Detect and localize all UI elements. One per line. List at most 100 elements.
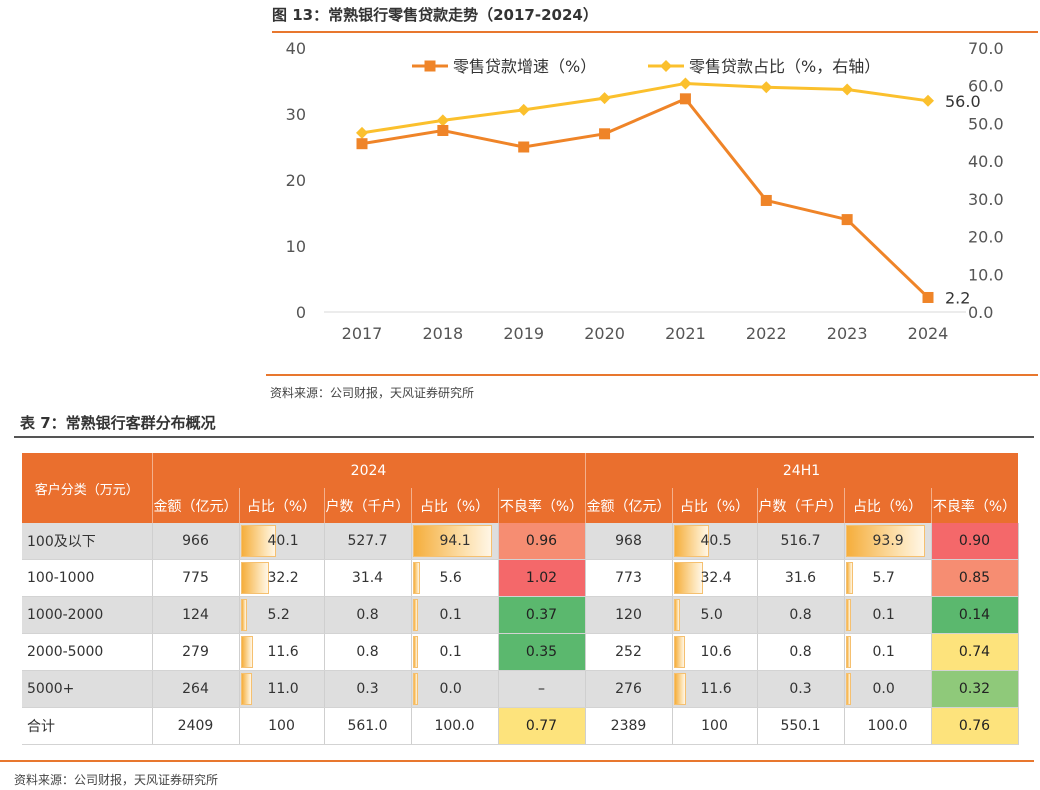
cell-amount: 276 — [585, 670, 673, 708]
table-row: 100及以下 966 40.1 527.7 94.1 0.96 968 40.5 516.7 93… — [22, 523, 1019, 560]
row-category: 5000+ — [22, 670, 153, 708]
cell-households: 0.8 — [324, 633, 412, 671]
cell-amount: 279 — [152, 633, 240, 671]
cell-household-share: 5.7 — [844, 559, 932, 597]
header-amount: 金额（亿元） — [585, 488, 673, 523]
share-value: 32.2 — [267, 570, 299, 586]
cell-household-share: 100.0 — [844, 707, 932, 745]
cell-amount-share: 40.5 — [672, 523, 758, 560]
share-data-bar — [412, 636, 418, 668]
header-households: 户数（千户） — [757, 488, 845, 523]
cell-npl-ratio: 0.96 — [498, 523, 586, 560]
share-value: 0.1 — [439, 644, 462, 660]
retail-growth-point — [599, 128, 611, 140]
x-tick-label: 2020 — [584, 324, 625, 343]
cell-household-share: 5.6 — [411, 559, 499, 597]
cell-amount: 2409 — [152, 707, 240, 745]
share-data-bar — [412, 673, 418, 705]
x-tick-label: 2024 — [908, 324, 949, 343]
retail-growth-point — [760, 194, 772, 206]
header-amount-share: 占比（%） — [672, 488, 758, 523]
table-title: 表 7：常熟银行客群分布概况 — [20, 414, 216, 432]
header-amount: 金额（亿元） — [152, 488, 240, 523]
cell-amount-share: 5.2 — [239, 596, 325, 634]
y-right-tick-label: 10.0 — [968, 265, 1004, 284]
share-data-bar — [240, 525, 276, 557]
cell-amount-share: 11.0 — [239, 670, 325, 708]
header-period-24h1: 24H1 — [585, 453, 1019, 488]
header-households: 户数（千户） — [324, 488, 412, 523]
header-npl-ratio: 不良率（%） — [931, 488, 1019, 523]
share-value: 5.7 — [872, 570, 895, 586]
cell-household-share: 0.0 — [844, 670, 932, 708]
share-value: 0.1 — [872, 607, 895, 623]
retail-growth-point — [437, 125, 449, 136]
customer-distribution-table: 客户分类（万元） 2024 24H1 金额（亿元） 占比（%） 户数（千户） 占… — [22, 453, 1019, 745]
table-row: 2000-5000 279 11.6 0.8 0.1 0.35 252 10.6 0.8 0.1 0… — [22, 633, 1019, 671]
data-label-growth-2024: 2.2 — [945, 288, 970, 307]
header-period-2024: 2024 — [152, 453, 586, 488]
share-value: 40.1 — [267, 533, 299, 549]
figure-divider — [266, 374, 1038, 376]
cell-households: 0.8 — [324, 596, 412, 634]
retail-growth-point — [922, 291, 934, 303]
cell-households: 31.4 — [324, 559, 412, 597]
x-tick-label: 2017 — [342, 324, 383, 343]
cell-npl-ratio: 0.77 — [498, 707, 586, 745]
cell-npl-ratio: 1.02 — [498, 559, 586, 597]
header-household-share: 占比（%） — [844, 488, 932, 523]
x-tick-label: 2022 — [746, 324, 787, 343]
retail-share-point — [436, 114, 449, 127]
y-left-tick-label: 10 — [286, 237, 306, 256]
retail-growth-point — [518, 141, 530, 153]
share-value: 11.6 — [700, 681, 732, 697]
share-value: 94.1 — [439, 533, 471, 549]
retail-share-point — [841, 83, 854, 96]
share-data-bar — [673, 636, 685, 668]
retail-growth-point — [679, 93, 691, 105]
share-data-bar — [673, 599, 680, 631]
share-data-bar — [673, 525, 709, 557]
share-data-bar — [412, 525, 492, 557]
cell-amount: 264 — [152, 670, 240, 708]
cell-amount: 124 — [152, 596, 240, 634]
series-line-retail-growth — [361, 96, 930, 299]
y-left-tick-label: 40 — [286, 39, 306, 58]
cell-households: 527.7 — [324, 523, 412, 560]
y-right-tick-label: 30.0 — [968, 190, 1004, 209]
share-data-bar — [845, 673, 851, 705]
cell-amount: 120 — [585, 596, 673, 634]
legend-marker-growth — [424, 60, 436, 72]
cell-household-share: 100.0 — [411, 707, 499, 745]
cell-amount: 775 — [152, 559, 240, 597]
table-source: 资料来源：公司财报，天风证券研究所 — [14, 773, 219, 787]
cell-household-share: 0.1 — [844, 633, 932, 671]
share-data-bar — [845, 599, 851, 631]
row-category: 合计 — [22, 707, 153, 745]
retail-share-point — [356, 126, 368, 139]
table-row: 5000+ 264 11.0 0.3 0.0 –276 11.6 0.3 0.0 0.32 — [22, 670, 1019, 708]
share-data-bar — [412, 562, 420, 594]
cell-households: 0.3 — [324, 670, 412, 708]
retail-share-point — [517, 103, 530, 116]
retail-share-point — [679, 77, 692, 90]
cell-households: 550.1 — [757, 707, 845, 745]
cell-amount-share: 100 — [239, 707, 325, 745]
y-left-tick-label: 0 — [296, 303, 306, 322]
share-data-bar — [240, 599, 247, 631]
retail-loan-chart: 0 10 20 30 40 0.0 10.0 20.0 30.0 40.0 50.0 60.0 70.0… — [286, 39, 1004, 343]
share-value: 32.4 — [700, 570, 732, 586]
cell-households: 0.3 — [757, 670, 845, 708]
y-right-tick-label: 70.0 — [968, 39, 1004, 58]
y-left-tick-label: 30 — [286, 105, 306, 124]
cell-amount-share: 32.4 — [672, 559, 758, 597]
x-tick-label: 2023 — [827, 324, 868, 343]
share-value: 40.5 — [700, 533, 732, 549]
y-right-tick-label: 50.0 — [968, 114, 1004, 133]
retail-growth-point — [841, 214, 853, 226]
table-divider — [14, 436, 1034, 438]
cell-amount: 252 — [585, 633, 673, 671]
cell-households: 31.6 — [757, 559, 845, 597]
cell-amount: 2389 — [585, 707, 673, 745]
y-right-tick-label: 0.0 — [968, 303, 993, 322]
